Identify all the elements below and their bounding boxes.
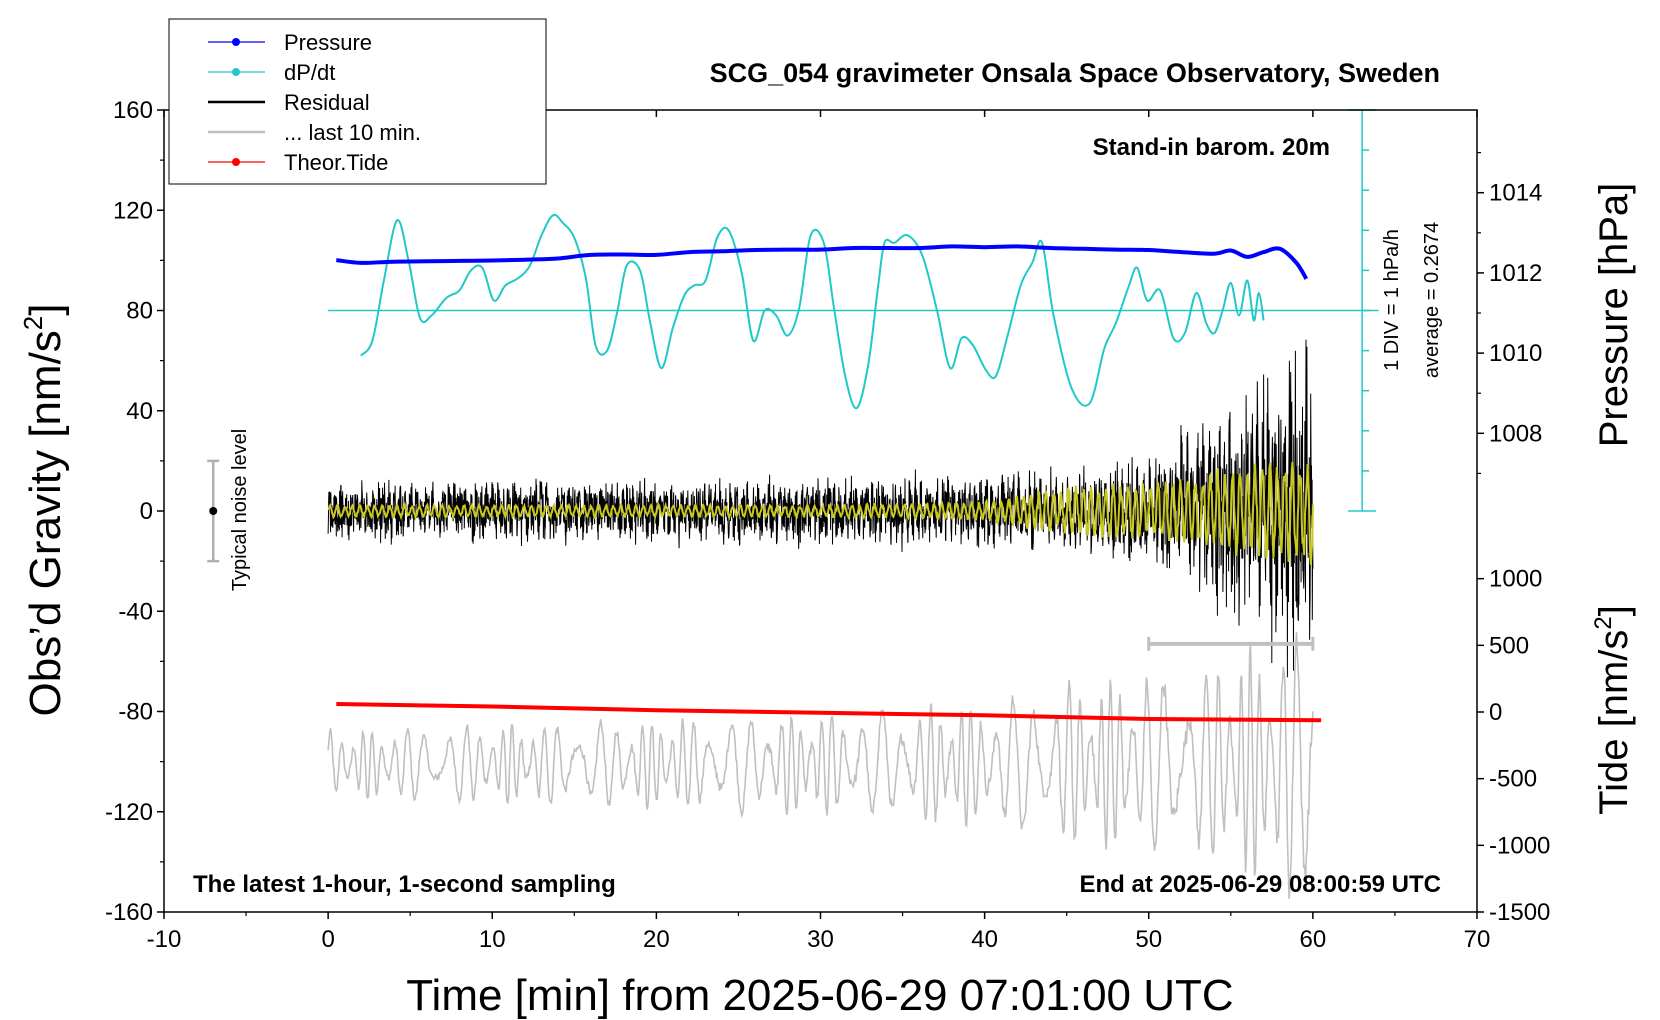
pressure-tick-label: 1008 (1489, 420, 1542, 447)
pressure-tick-label: 1010 (1489, 340, 1542, 367)
pressure-tick-label: 1014 (1489, 180, 1542, 207)
x-tick-label: 70 (1464, 926, 1491, 953)
y-axis-label-tide: Tide [nm/s2] (1590, 605, 1636, 815)
tide-tick-label: -1000 (1489, 832, 1550, 859)
tide-tick-label: 0 (1489, 699, 1502, 726)
x-tick-label: 50 (1135, 926, 1162, 953)
legend-label: Residual (284, 90, 370, 115)
y-tick-label: 0 (140, 498, 153, 525)
chart-title: SCG_054 gravimeter Onsala Space Observat… (710, 58, 1440, 88)
theor-tide-line (336, 702, 1322, 723)
legend-marker (232, 38, 240, 46)
average-label: average = 0.2674 (1421, 222, 1443, 378)
x-tick-label: 20 (643, 926, 670, 953)
noise-level-label: Typical noise level (229, 429, 251, 591)
y-axis-label-tide-end: ] (1592, 605, 1636, 616)
x-tick-label: 0 (321, 926, 334, 953)
dpdt-line (360, 213, 1265, 410)
legend: Pressure dP/dt Residual ... last 10 min. The… (168, 18, 547, 185)
y-axis-label-gravity: Obs’d Gravity [nm/s2] (18, 303, 70, 716)
y-tick-label: -40 (118, 598, 153, 625)
y-axis-label-tide-main: Tide [nm/s (1592, 630, 1636, 815)
legend-marker (232, 158, 240, 166)
y-tick-label: -80 (118, 699, 153, 726)
legend-label: Pressure (284, 30, 372, 55)
y-tick-label: 120 (113, 197, 153, 224)
tide-tick-label: 1000 (1489, 566, 1542, 593)
stand-in-label: Stand-in barom. 20m (1093, 134, 1330, 161)
last-10-min-line (327, 632, 1314, 899)
x-tick-label: 40 (971, 926, 998, 953)
y-axis-label-pressure: Pressure [hPa] (1592, 183, 1636, 448)
y-tick-label: -120 (105, 799, 153, 826)
ticks-layer: -10 0 10 20 30 40 50 60 70 160 120 80 40 0 -40 -80 -120 -… (105, 97, 1550, 953)
legend-label: ... last 10 min. (284, 120, 421, 145)
x-axis-label: Time [min] from 2025-06-29 07:01:00 UTC (406, 971, 1233, 1020)
legend-label: Theor.Tide (284, 150, 388, 175)
end-time-label: End at 2025-06-29 08:00:59 UTC (1080, 871, 1442, 898)
y-tick-label: -160 (105, 899, 153, 926)
series-layer (207, 109, 1379, 899)
legend-marker (232, 68, 240, 76)
y-tick-label: 160 (113, 97, 153, 124)
x-tick-label: -10 (147, 926, 182, 953)
x-tick-label: 30 (807, 926, 834, 953)
residual-smoothed-line (327, 461, 1314, 565)
tide-tick-label: -500 (1489, 766, 1537, 793)
y-tick-label: 40 (126, 398, 153, 425)
y-axis-label-gravity-main: Obs’d Gravity [nm/s (21, 330, 70, 716)
latest-hour-label: The latest 1-hour, 1-second sampling (193, 871, 616, 898)
y-axis-label-gravity-sup: 2 (18, 316, 48, 330)
pressure-line (336, 244, 1309, 280)
y-tick-label: 80 (126, 298, 153, 325)
tide-tick-label: -1500 (1489, 899, 1550, 926)
noise-bar-dot (209, 507, 218, 515)
x-tick-label: 60 (1300, 926, 1327, 953)
y-axis-label-gravity-end: ] (21, 303, 70, 315)
legend-label: dP/dt (284, 60, 335, 85)
y-axis-label-tide-sup: 2 (1590, 616, 1617, 629)
tide-tick-label: 500 (1489, 632, 1529, 659)
pressure-tick-label: 1012 (1489, 260, 1542, 287)
x-tick-label: 10 (479, 926, 506, 953)
div-scale-label: 1 DIV = 1 hPa/h (1381, 229, 1403, 371)
